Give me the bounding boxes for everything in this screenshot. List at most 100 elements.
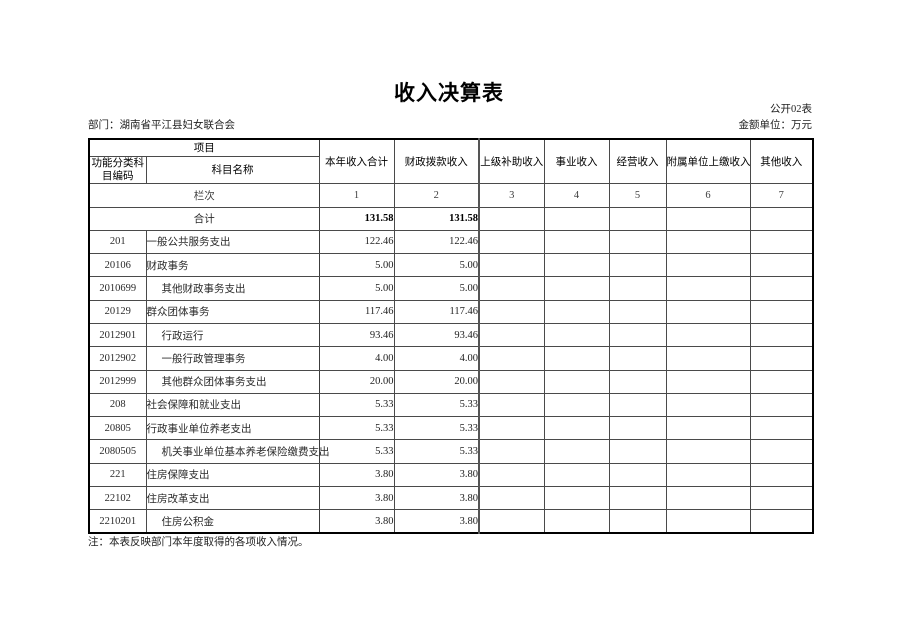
table-row: 20129 群众团体事务 117.46 117.46 bbox=[88, 299, 814, 324]
total-label: 合计 bbox=[88, 206, 320, 231]
row-subject-name: 行政运行 bbox=[145, 322, 320, 348]
table-row: 221 住房保障支出 3.80 3.80 bbox=[88, 462, 814, 488]
row-value bbox=[749, 276, 814, 301]
total-value: 131.58 bbox=[393, 206, 480, 231]
row-value bbox=[665, 276, 751, 301]
row-value bbox=[478, 416, 545, 441]
row-value bbox=[608, 346, 667, 371]
row-code: 208 bbox=[88, 392, 147, 418]
row-value bbox=[543, 486, 610, 511]
row-value bbox=[478, 346, 545, 371]
column-number-label: 栏次 bbox=[88, 182, 320, 208]
table-row: 20805 行政事业单位养老支出 5.33 5.33 bbox=[88, 416, 814, 441]
row-value: 93.46 bbox=[393, 322, 480, 348]
row-value bbox=[543, 392, 610, 418]
row-value: 3.80 bbox=[318, 486, 395, 511]
row-value: 5.00 bbox=[393, 276, 480, 301]
row-subject-name: 其他群众团体事务支出 bbox=[145, 369, 320, 394]
row-value bbox=[478, 462, 545, 488]
row-value bbox=[608, 486, 667, 511]
row-value bbox=[665, 392, 751, 418]
row-value bbox=[608, 322, 667, 348]
row-subject-name: 住房公积金 bbox=[145, 509, 320, 534]
row-subject-name: 群众团体事务 bbox=[145, 299, 320, 324]
row-value bbox=[478, 299, 545, 324]
row-code: 22102 bbox=[88, 486, 147, 511]
row-value bbox=[749, 392, 814, 418]
total-value bbox=[749, 206, 814, 231]
row-value bbox=[749, 322, 814, 348]
row-code: 2012902 bbox=[88, 346, 147, 371]
row-subject-name: 行政事业单位养老支出 bbox=[145, 416, 320, 441]
table-row: 2010699 其他财政事务支出 5.00 5.00 bbox=[88, 276, 814, 301]
column-header-business-income: 事业收入 bbox=[543, 138, 610, 184]
row-subject-name: 一般公共服务支出 bbox=[145, 229, 320, 255]
row-value bbox=[543, 439, 610, 464]
department-label: 部门：湖南省平江县妇女联合会 bbox=[88, 120, 235, 131]
row-value bbox=[749, 346, 814, 371]
row-subject-name: 社会保障和就业支出 bbox=[145, 392, 320, 418]
row-value bbox=[665, 509, 751, 534]
row-value bbox=[749, 509, 814, 534]
row-value bbox=[665, 369, 751, 394]
row-value: 4.00 bbox=[318, 346, 395, 371]
table-row: 2012999 其他群众团体事务支出 20.00 20.00 bbox=[88, 369, 814, 394]
row-value bbox=[665, 486, 751, 511]
project-header: 项目 bbox=[88, 138, 320, 157]
row-value bbox=[608, 369, 667, 394]
unit-label: 金额单位：万元 bbox=[738, 120, 813, 131]
header-row-sub: 功能分类科目编码 科目名称 bbox=[88, 155, 813, 184]
row-value bbox=[608, 462, 667, 488]
row-value bbox=[665, 229, 751, 255]
column-number: 3 bbox=[478, 182, 545, 208]
row-value bbox=[665, 416, 751, 441]
column-header-operating-income: 经营收入 bbox=[608, 138, 667, 184]
row-value bbox=[608, 416, 667, 441]
row-value bbox=[608, 276, 667, 301]
row-value bbox=[608, 253, 667, 278]
row-value bbox=[665, 346, 751, 371]
row-value: 3.80 bbox=[393, 486, 480, 511]
row-value bbox=[478, 322, 545, 348]
row-value: 5.00 bbox=[318, 276, 395, 301]
column-header-subordinate-remit: 附属单位上缴收入 bbox=[665, 138, 751, 184]
row-code: 2210201 bbox=[88, 509, 147, 534]
row-value: 93.46 bbox=[318, 322, 395, 348]
row-subject-name: 住房保障支出 bbox=[145, 462, 320, 488]
total-value bbox=[665, 206, 751, 231]
column-number: 6 bbox=[665, 182, 751, 208]
header-row-project: 项目 本年收入合计 财政拨款收入 上级补助收入 事业收入 经营收入 附属单位上缴… bbox=[88, 138, 814, 184]
column-number: 2 bbox=[393, 182, 480, 208]
row-value bbox=[665, 439, 751, 464]
row-value: 5.33 bbox=[393, 439, 480, 464]
row-value bbox=[608, 392, 667, 418]
subject-column-header: 科目名称 bbox=[145, 155, 320, 184]
page-title: 收入决算表 bbox=[394, 81, 504, 105]
row-value bbox=[543, 253, 610, 278]
row-value: 5.33 bbox=[393, 392, 480, 418]
table-row: 2012901 行政运行 93.46 93.46 bbox=[88, 322, 814, 348]
footnote: 注：本表反映部门本年度取得的各项收入情况。 bbox=[88, 537, 309, 548]
row-value bbox=[543, 322, 610, 348]
table-row: 22102 住房改革支出 3.80 3.80 bbox=[88, 486, 814, 511]
row-value bbox=[749, 462, 814, 488]
table-row: 201 一般公共服务支出 122.46 122.46 bbox=[88, 229, 814, 255]
row-value bbox=[608, 299, 667, 324]
row-code: 2080505 bbox=[88, 439, 147, 464]
total-value bbox=[608, 206, 667, 231]
row-value bbox=[665, 299, 751, 324]
row-value: 5.33 bbox=[318, 416, 395, 441]
row-value: 117.46 bbox=[318, 299, 395, 324]
column-header-other-income: 其他收入 bbox=[749, 138, 814, 184]
row-value bbox=[543, 369, 610, 394]
row-value: 5.00 bbox=[393, 253, 480, 278]
row-value: 3.80 bbox=[393, 462, 480, 488]
row-value bbox=[543, 229, 610, 255]
row-value: 5.33 bbox=[318, 439, 395, 464]
row-subject-name: 住房改革支出 bbox=[145, 486, 320, 511]
total-value bbox=[478, 206, 545, 231]
row-value bbox=[478, 392, 545, 418]
row-code: 201 bbox=[88, 229, 147, 255]
row-value bbox=[478, 253, 545, 278]
